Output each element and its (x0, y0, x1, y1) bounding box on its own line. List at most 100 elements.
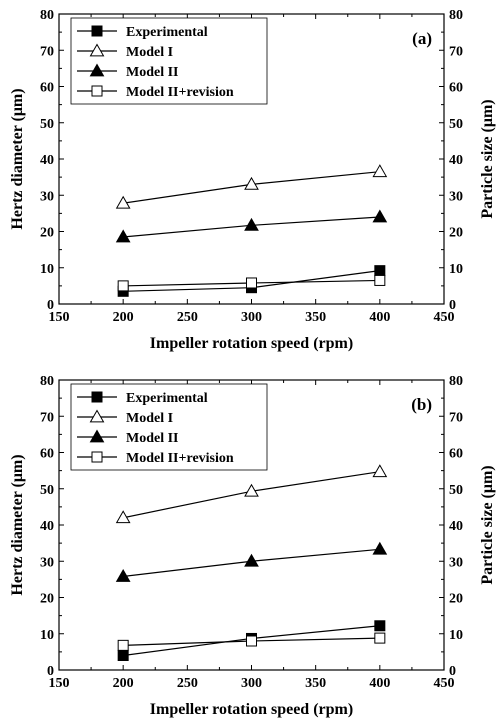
legend-label: Experimental (126, 25, 208, 40)
data-point-triangle-filled (244, 217, 259, 231)
data-point-square-open (374, 274, 386, 286)
y-tick-label-left: 80 (40, 374, 54, 389)
y-tick-label-left: 10 (40, 628, 54, 643)
data-point-triangle-open (244, 483, 259, 497)
data-point-triangle-filled (372, 209, 388, 223)
y-tick-label-right: 40 (449, 153, 463, 168)
data-point-square-open (117, 280, 129, 292)
y-axis-label-right: Particle size (μm) (479, 99, 496, 218)
legend-marker-square-open (91, 85, 103, 97)
data-point-triangle-filled (115, 229, 131, 243)
y-tick-label-right: 20 (449, 592, 463, 607)
x-tick-label: 450 (434, 310, 455, 325)
y-axis-label: Hertz diameter (μm) (9, 88, 26, 229)
y-tick-label-right: 0 (449, 298, 456, 313)
y-tick-label-left: 40 (40, 153, 54, 168)
y-tick-label-right: 0 (449, 664, 456, 679)
y-tick-label-right: 60 (449, 81, 463, 96)
y-tick-label-right: 20 (449, 226, 463, 241)
data-point-triangle-open (372, 464, 388, 478)
x-tick-label: 200 (113, 310, 134, 325)
data-point-triangle-open (372, 164, 388, 178)
data-point-square-open (246, 277, 257, 289)
legend-marker-triangle-open (89, 409, 105, 423)
legend-label: Model II+revision (126, 451, 234, 466)
y-tick-label-left: 20 (40, 226, 54, 241)
data-point-square-filled (374, 620, 386, 632)
y-tick-label-left: 30 (40, 555, 54, 570)
x-tick-label: 150 (49, 310, 70, 325)
legend-marker-triangle-filled (89, 63, 105, 77)
y-tick-label-left: 80 (40, 8, 54, 23)
legend-label: Model II (126, 431, 179, 446)
data-point-square-filled (374, 265, 386, 277)
y-tick-label-left: 10 (40, 262, 54, 277)
y-tick-label-right: 10 (449, 628, 463, 643)
legend-label: Model I (126, 45, 173, 60)
y-tick-label-right: 70 (449, 44, 463, 59)
x-tick-label: 200 (113, 676, 134, 691)
y-tick-label-left: 70 (40, 44, 54, 59)
x-tick-label: 300 (241, 676, 262, 691)
data-point-triangle-open (115, 195, 131, 209)
x-tick-label: 250 (177, 676, 198, 691)
y-tick-label-right: 50 (449, 117, 463, 132)
y-tick-label-left: 50 (40, 117, 54, 132)
x-axis-label: Impeller rotation speed (rpm) (150, 335, 353, 352)
x-tick-label: 350 (305, 310, 326, 325)
x-tick-label: 450 (434, 676, 455, 691)
legend: Experimental Model I Model II Model II+revi… (70, 383, 268, 471)
x-tick-label: 150 (49, 676, 70, 691)
y-axis-label-right: Particle size (μm) (479, 465, 496, 584)
legend-marker-square-filled (91, 25, 103, 37)
y-tick-label-right: 80 (449, 8, 463, 23)
y-axis-label: Hertz diameter (μm) (9, 454, 26, 595)
legend-box (70, 383, 268, 471)
data-point-triangle-open (244, 176, 259, 190)
y-tick-label-right: 30 (449, 189, 463, 204)
data-point-square-open (117, 639, 129, 651)
y-tick-label-left: 70 (40, 410, 54, 425)
legend-marker-triangle-open (89, 43, 105, 57)
legend-label: Experimental (126, 391, 208, 406)
x-tick-label: 400 (369, 676, 390, 691)
data-point-triangle-filled (372, 541, 388, 555)
data-point-triangle-filled (115, 568, 131, 582)
legend-marker-triangle-filled (89, 429, 105, 443)
data-point-triangle-open (115, 510, 131, 524)
x-tick-label: 250 (177, 310, 198, 325)
panel-label: (b) (411, 395, 432, 414)
y-tick-label-left: 0 (47, 298, 54, 313)
y-tick-label-left: 50 (40, 483, 54, 498)
data-point-square-filled (117, 650, 129, 661)
y-tick-label-right: 60 (449, 447, 463, 462)
legend-label: Model I (126, 411, 173, 426)
y-tick-label-right: 40 (449, 519, 463, 534)
y-tick-label-right: 10 (449, 262, 463, 277)
legend-marker-square-filled (91, 391, 103, 403)
panel-label: (a) (412, 29, 432, 48)
legend-label: Model II+revision (126, 85, 234, 100)
x-axis-label: Impeller rotation speed (rpm) (150, 701, 353, 718)
y-tick-label-right: 80 (449, 374, 463, 389)
x-tick-label: 350 (305, 676, 326, 691)
legend-marker-square-open (91, 451, 103, 463)
x-tick-label: 300 (241, 310, 262, 325)
legend: Experimental Model I Model II Model II+revi… (70, 17, 268, 105)
y-tick-label-left: 60 (40, 447, 54, 462)
legend-label: Model II (126, 65, 179, 80)
data-point-square-open (374, 632, 386, 644)
y-tick-label-left: 40 (40, 519, 54, 534)
y-tick-label-right: 30 (449, 555, 463, 570)
y-tick-label-right: 70 (449, 410, 463, 425)
data-point-square-open (246, 635, 257, 647)
y-tick-label-left: 0 (47, 664, 54, 679)
data-point-triangle-filled (244, 553, 259, 567)
y-tick-label-left: 20 (40, 592, 54, 607)
y-tick-label-right: 50 (449, 483, 463, 498)
legend-box (70, 17, 268, 105)
y-tick-label-left: 60 (40, 81, 54, 96)
